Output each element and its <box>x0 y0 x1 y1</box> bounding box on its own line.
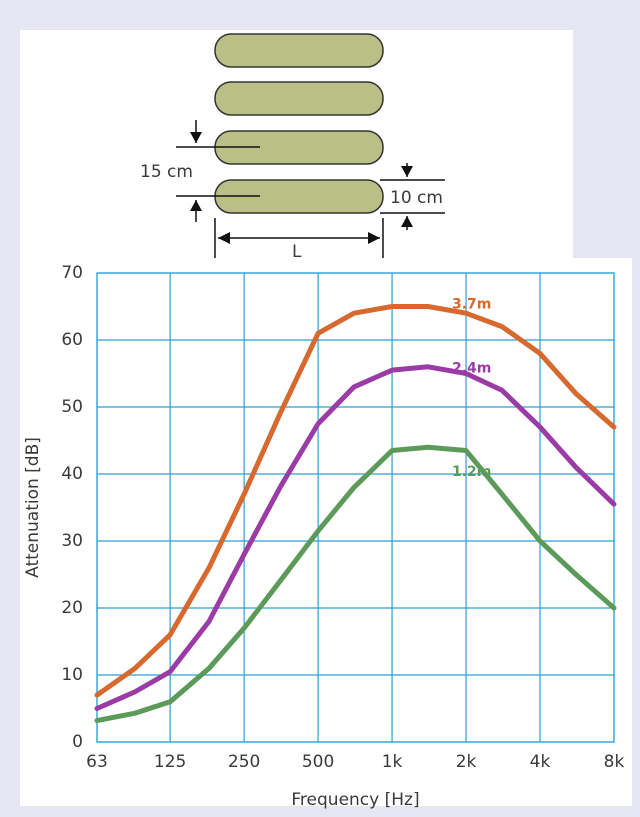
x-tick-label: 2k <box>456 752 477 772</box>
x-tick-label: 1k <box>382 752 403 772</box>
x-tick-label: 125 <box>154 752 186 772</box>
absorber <box>214 33 384 68</box>
x-axis-label: Frequency [Hz] <box>291 790 419 810</box>
y-tick-label: 10 <box>61 665 83 685</box>
x-tick-label: 8k <box>604 752 625 772</box>
x-tick-label: 4k <box>530 752 551 772</box>
line <box>94 444 617 724</box>
chart: 0 10 20 30 40 50 60 70 63 125 250 500 1k 2k 4k 8k Freque… <box>23 263 624 810</box>
dimension-label: 10 cm <box>390 188 443 208</box>
absorber <box>214 81 384 116</box>
line <box>94 364 617 711</box>
diagram: 15 cm 10 cm L <box>140 33 445 262</box>
y-tick-label: 30 <box>61 531 83 551</box>
x-tick-label: 500 <box>302 752 334 772</box>
y-tick-label: 70 <box>61 263 83 283</box>
y-tick-label: 0 <box>72 732 83 752</box>
y-axis-label: Attenuation [dB] <box>23 437 43 578</box>
x-tick-label: 250 <box>228 752 260 772</box>
y-tick-label: 40 <box>61 464 83 484</box>
y-tick-label: 60 <box>61 330 83 350</box>
dimension-label: 15 cm <box>140 162 193 182</box>
y-tick-label: 50 <box>61 397 83 417</box>
series-label: 3.7m <box>452 297 491 313</box>
y-tick-label: 20 <box>61 598 83 618</box>
line <box>94 304 617 698</box>
plot-frame <box>96 272 615 743</box>
x-tick-label: 63 <box>86 752 108 772</box>
dimension-label: L <box>292 242 302 262</box>
series-label: 2.4m <box>452 360 491 376</box>
series-label: 1.2m <box>452 464 491 480</box>
